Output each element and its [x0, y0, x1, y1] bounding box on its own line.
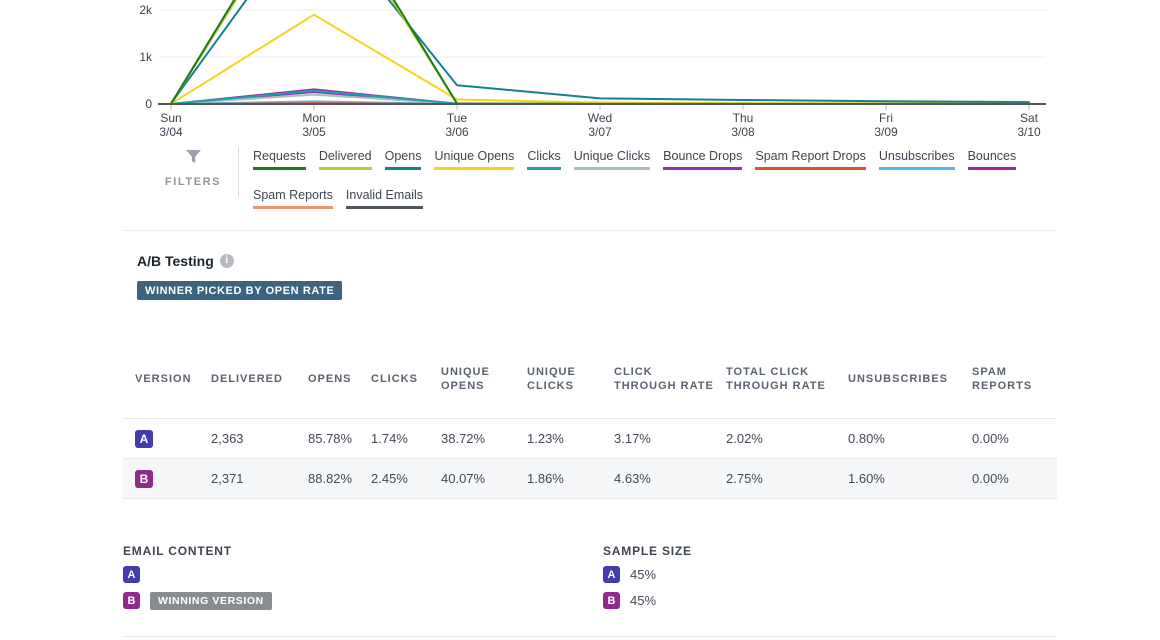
winner-picked-badge: WINNER PICKED BY OPEN RATE: [137, 281, 343, 300]
cell-total-ctr: 2.75%: [726, 471, 763, 486]
cell-delivered: 2,371: [211, 471, 244, 486]
col-header-opens: OPENS: [308, 372, 352, 385]
svg-text:3/05: 3/05: [302, 125, 326, 139]
col-header-delivered: DELIVERED: [211, 372, 283, 385]
sample-size-item-a: A 45%: [603, 566, 656, 583]
ab-testing-title: A/B Testing: [137, 253, 214, 269]
version-b-badge: B: [123, 592, 140, 609]
col-header-total-ctr: TOTAL CLICK THROUGH RATE: [726, 365, 826, 392]
cell-ctr: 3.17%: [614, 431, 651, 446]
col-header-clicks: CLICKS: [371, 372, 418, 385]
cell-opens: 85.78%: [308, 431, 353, 446]
chart-legend: Requests Delivered Opens Unique Opens Clicks…: [253, 149, 1083, 209]
email-content-item-b: B WINNING VERSION: [123, 591, 272, 610]
svg-text:Tue: Tue: [447, 111, 468, 125]
cell-unique-opens: 40.07%: [441, 471, 486, 486]
table-row-version-b: B 2,371 88.82% 2.45% 40.07% 1.86% 4.63% …: [123, 458, 1057, 498]
ab-results-table: VERSION DELIVERED OPENS CLICKS UNIQUE OP…: [123, 340, 1057, 499]
legend-item-delivered[interactable]: Delivered: [318, 149, 372, 170]
svg-text:Sun: Sun: [160, 111, 181, 125]
legend-item-spam-report-drops[interactable]: Spam Report Drops: [755, 149, 866, 170]
filter-funnel-icon: [185, 150, 201, 163]
legend-item-clicks[interactable]: Clicks: [527, 149, 561, 170]
legend-item-unsubscribes[interactable]: Unsubscribes: [878, 149, 955, 170]
svg-text:3/09: 3/09: [874, 125, 898, 139]
version-a-badge: A: [123, 566, 140, 583]
cell-spam-reports: 0.00%: [972, 471, 1009, 486]
svg-text:3/10: 3/10: [1017, 125, 1041, 139]
svg-text:Mon: Mon: [302, 111, 325, 125]
svg-text:Fri: Fri: [879, 111, 893, 125]
sample-size-item-b: B 45%: [603, 592, 656, 609]
cell-delivered: 2,363: [211, 431, 244, 446]
cell-total-ctr: 2.02%: [726, 431, 763, 446]
filters-divider: [238, 147, 239, 197]
cell-unsubscribes: 0.80%: [848, 431, 885, 446]
legend-item-invalid-emails[interactable]: Invalid Emails: [345, 188, 424, 209]
svg-text:3/08: 3/08: [731, 125, 755, 139]
svg-text:3/06: 3/06: [445, 125, 469, 139]
version-a-badge: A: [135, 429, 153, 448]
email-content-label: EMAIL CONTENT: [123, 544, 232, 558]
svg-text:0: 0: [145, 97, 152, 111]
cell-ctr: 4.63%: [614, 471, 651, 486]
cell-clicks: 2.45%: [371, 471, 408, 486]
cell-clicks: 1.74%: [371, 431, 408, 446]
svg-text:2k: 2k: [139, 3, 153, 17]
legend-item-bounces[interactable]: Bounces: [967, 149, 1017, 170]
legend-item-spam-reports[interactable]: Spam Reports: [253, 188, 333, 209]
col-header-unique-opens: UNIQUE OPENS: [441, 365, 490, 392]
svg-text:Sat: Sat: [1020, 111, 1039, 125]
sample-size-label: SAMPLE SIZE: [603, 544, 692, 558]
table-bottom-border: [123, 498, 1057, 499]
col-header-spam-reports: SPAM REPORTS: [972, 365, 1033, 392]
legend-item-unique-clicks[interactable]: Unique Clicks: [573, 149, 651, 170]
version-b-badge: B: [603, 592, 620, 609]
cell-unique-clicks: 1.86%: [527, 471, 564, 486]
legend-item-bounce-drops[interactable]: Bounce Drops: [663, 149, 743, 170]
col-header-ctr: CLICK THROUGH RATE: [614, 365, 714, 392]
svg-text:3/04: 3/04: [159, 125, 183, 139]
filters-button[interactable]: FILTERS: [156, 149, 230, 188]
email-content-list: A B WINNING VERSION: [123, 566, 272, 610]
cell-spam-reports: 0.00%: [972, 431, 1009, 446]
sample-size-list: A 45% B 45%: [603, 566, 656, 609]
table-row-version-a: A 2,363 85.78% 1.74% 38.72% 1.23% 3.17% …: [123, 418, 1057, 458]
cell-unsubscribes: 1.60%: [848, 471, 885, 486]
svg-text:Wed: Wed: [588, 111, 612, 125]
legend-item-unique-opens[interactable]: Unique Opens: [434, 149, 515, 170]
bottom-divider: [123, 636, 1057, 637]
table-header-row: VERSION DELIVERED OPENS CLICKS UNIQUE OP…: [123, 340, 1057, 418]
col-header-version: VERSION: [135, 372, 192, 385]
email-content-item-a: A: [123, 566, 272, 583]
version-b-badge: B: [135, 469, 153, 488]
version-a-badge: A: [603, 566, 620, 583]
email-activity-chart: Sun3/04Mon3/05Tue3/06Wed3/07Thu3/08Fri3/…: [139, 0, 1046, 139]
svg-text:Thu: Thu: [733, 111, 754, 125]
sample-size-value: 45%: [630, 593, 657, 608]
section-divider: [123, 230, 1057, 231]
cell-opens: 88.82%: [308, 471, 353, 486]
filters-label: FILTERS: [164, 176, 222, 188]
legend-item-opens[interactable]: Opens: [384, 149, 422, 170]
svg-text:1k: 1k: [139, 50, 153, 64]
col-header-unique-clicks: UNIQUE CLICKS: [527, 365, 576, 392]
sample-size-value: 45%: [630, 567, 657, 582]
cell-unique-clicks: 1.23%: [527, 431, 564, 446]
col-header-unsubscribes: UNSUBSCRIBES: [848, 372, 949, 385]
legend-item-requests[interactable]: Requests: [253, 149, 306, 170]
svg-text:3/07: 3/07: [588, 125, 612, 139]
info-icon[interactable]: i: [219, 254, 234, 268]
winning-version-badge: WINNING VERSION: [150, 591, 272, 610]
cell-unique-opens: 38.72%: [441, 431, 486, 446]
